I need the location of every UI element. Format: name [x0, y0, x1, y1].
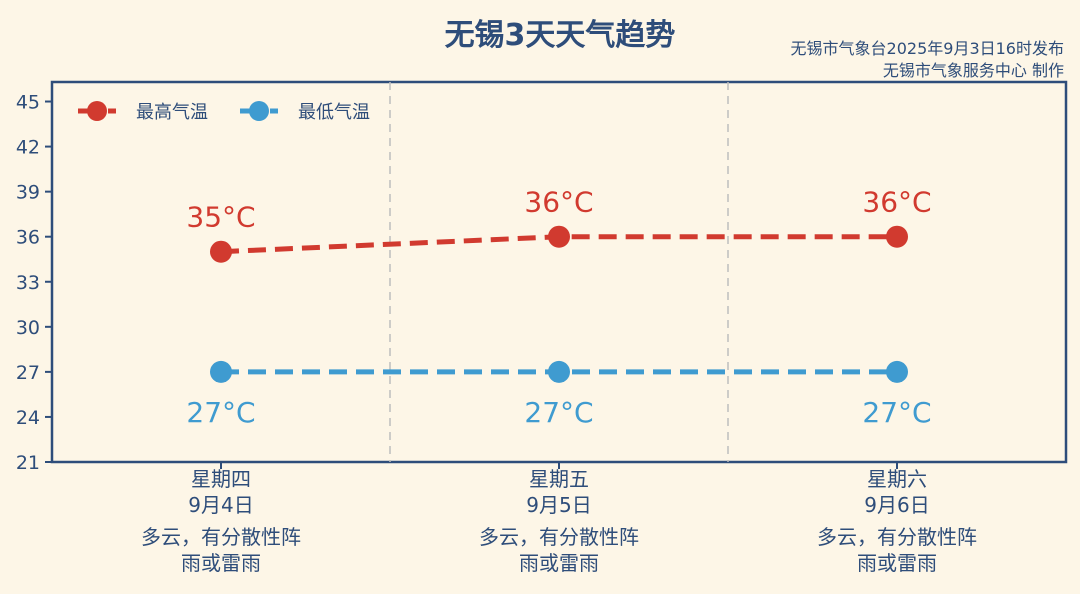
data-label-high: 36°C — [524, 186, 593, 219]
data-label-low: 27°C — [186, 396, 255, 429]
y-tick-label: 45 — [16, 92, 40, 114]
day-weather-line2: 雨或雷雨 — [519, 551, 599, 575]
y-tick-label: 39 — [16, 182, 40, 204]
day-date: 9月4日 — [188, 493, 254, 517]
y-tick-label: 42 — [16, 137, 40, 159]
data-point-low — [548, 360, 570, 383]
day-label-block: 星期四 9月4日多云，有分散性阵 雨或雷雨 — [91, 466, 351, 576]
data-point-high — [210, 240, 232, 263]
day-label-block: 星期六 9月6日多云，有分散性阵 雨或雷雨 — [767, 466, 1027, 576]
data-point-low — [210, 360, 232, 383]
day-weather-line1: 多云，有分散性阵 — [479, 525, 639, 549]
y-tick-label: 27 — [16, 362, 40, 384]
source-line-issuer: 无锡市气象台2025年9月3日16时发布 — [790, 39, 1064, 58]
data-label-high: 35°C — [186, 201, 255, 234]
y-tick-label: 30 — [16, 317, 40, 339]
source-info: 无锡市气象台2025年9月3日16时发布 无锡市气象服务中心 制作 — [791, 38, 1064, 82]
day-weather-line1: 多云，有分散性阵 — [141, 525, 301, 549]
legend-label-high: 最高气温 — [136, 102, 208, 123]
legend-marker-low — [249, 101, 269, 121]
day-weather-line1: 多云，有分散性阵 — [817, 525, 977, 549]
y-tick-label: 36 — [16, 227, 40, 249]
data-label-low: 27°C — [862, 396, 931, 429]
day-label-block: 星期五 9月5日多云，有分散性阵 雨或雷雨 — [429, 466, 689, 576]
data-label-high: 36°C — [862, 186, 931, 219]
y-tick-label: 24 — [16, 407, 40, 429]
day-weekday: 星期四 — [191, 467, 251, 491]
data-label-low: 27°C — [524, 396, 593, 429]
day-weekday: 星期六 — [867, 467, 927, 491]
legend-label-low: 最低气温 — [298, 102, 370, 123]
legend-marker-high — [87, 101, 107, 121]
chart-title: 无锡3天天气趋势 — [444, 18, 676, 53]
day-weekday: 星期五 — [529, 467, 589, 491]
y-tick-label: 33 — [16, 272, 40, 294]
day-weather-line2: 雨或雷雨 — [181, 551, 261, 575]
source-line-producer: 无锡市气象服务中心 制作 — [882, 61, 1064, 80]
data-point-high — [886, 225, 908, 248]
data-point-high — [548, 225, 570, 248]
day-date: 9月6日 — [864, 493, 930, 517]
day-date: 9月5日 — [526, 493, 592, 517]
data-point-low — [886, 360, 908, 383]
y-tick-label: 21 — [16, 452, 40, 474]
day-weather-line2: 雨或雷雨 — [857, 551, 937, 575]
